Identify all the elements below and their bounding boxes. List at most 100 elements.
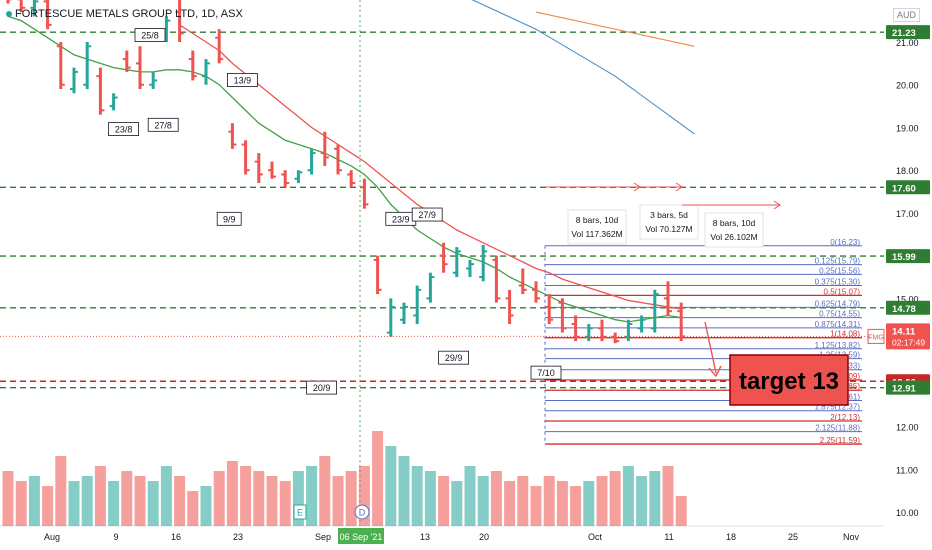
range-vol-text: Vol 117.362M [571,229,622,239]
candle[interactable] [334,144,342,175]
price-axis[interactable] [884,0,932,550]
candle[interactable] [664,281,672,316]
date-label: 9/9 [223,214,236,224]
dividend-marker-icon[interactable] [354,504,370,520]
range-bars-text: 8 bars, 10d [713,218,756,228]
range-annotation[interactable]: 8 bars, 10d Vol 117.362M [546,182,641,245]
candle[interactable] [466,259,474,277]
candle[interactable] [426,272,435,303]
candle[interactable] [545,294,554,324]
candle[interactable] [202,59,210,85]
range-annotation[interactable]: 8 bars, 10d Vol 26.102M [682,200,781,248]
fib-extension: 0(16.23) 0.125(15.79)0.25(15.56) 0.375(15.… [544,238,862,445]
date-label-box[interactable] [147,117,179,132]
candle[interactable] [70,67,78,94]
date-label-box[interactable] [306,380,338,395]
candle[interactable] [400,302,408,324]
ma-long-line[interactable] [444,0,695,135]
candle[interactable] [228,123,237,149]
price-label-box[interactable] [886,380,930,395]
candle[interactable] [43,0,52,30]
symbol-title[interactable]: FORTESCUE METALS GROUP LTD, 1D, ASX [6,8,243,20]
candle[interactable] [56,42,65,89]
candle[interactable] [215,29,224,64]
candle[interactable] [637,315,646,333]
fib-level-label: 0.5(15.07) [824,287,861,296]
candle[interactable] [149,71,158,89]
volume-bar [42,486,54,526]
fib-level-label: 1(14.08) [830,330,860,339]
date-label-box[interactable] [226,73,258,87]
date-label-box[interactable] [438,350,470,365]
candle[interactable] [17,0,26,13]
date-label-box[interactable] [530,365,562,380]
candle[interactable] [373,255,382,295]
price-label-box[interactable] [886,323,930,350]
volume-bar [622,466,634,526]
candle[interactable] [479,244,488,282]
range-vol-text: Vol 26.102M [710,232,757,242]
range-annotation[interactable]: 3 bars, 5d Vol 70.127M [639,182,699,240]
candle[interactable] [268,161,276,179]
y-tick-label: 11.00 [896,465,918,475]
candle[interactable] [413,285,422,324]
date-label: 23/8 [115,125,133,135]
candle[interactable] [109,93,118,111]
ma-short-line[interactable] [7,15,682,323]
date-label-box[interactable] [216,211,242,226]
ma-mid-line[interactable] [179,24,682,310]
candle[interactable] [347,170,356,188]
range-vol-text: Vol 70.127M [645,224,692,234]
price-label-box[interactable] [886,25,930,40]
candle[interactable] [30,0,39,17]
candle[interactable] [188,50,197,81]
target-annotation[interactable]: target 13 [729,354,849,406]
volume-bar [583,481,595,526]
candle[interactable] [281,170,290,188]
volume-bar [94,466,106,526]
volume-bar [477,476,489,526]
candle[interactable] [386,298,395,337]
earnings-marker-icon[interactable] [293,504,307,520]
candle[interactable] [241,140,250,175]
price-label-box[interactable] [886,300,930,315]
candle[interactable] [439,242,448,273]
candle[interactable] [650,289,659,333]
candle[interactable] [175,0,184,42]
candle[interactable] [320,131,329,166]
volume-bar [81,476,93,526]
candle[interactable] [122,50,131,72]
volume-bar [108,481,120,526]
candle[interactable] [307,148,316,175]
candle[interactable] [83,42,92,89]
price-axis-labels: 21.2317.6015.9914.78FMG14.1102:17:4913.0… [867,25,930,395]
candle[interactable] [492,255,501,303]
volume-bar [662,466,674,526]
candle[interactable] [360,178,369,209]
volume-bar [345,471,357,526]
volume-bar [174,476,186,526]
candle[interactable] [294,170,303,183]
candle[interactable] [254,153,263,183]
candle[interactable] [96,67,105,115]
candle[interactable] [4,0,12,4]
x-tick-labels: Aug 9 16 23 Sep 06 Sep '21 13 20 Oct 11 18 25 Nov [44,528,859,544]
x-tick-label: 11 [664,532,673,542]
candle[interactable] [518,268,527,295]
date-label-box[interactable] [108,122,139,136]
candle[interactable] [558,298,567,333]
ma-top-line-2[interactable] [535,11,695,47]
candle[interactable] [532,281,540,303]
price-label-box[interactable] [886,180,930,195]
volume-bar [543,476,555,526]
date-label-box[interactable] [411,207,443,222]
candle[interactable] [505,289,514,324]
price-label-box[interactable] [886,249,930,264]
candle[interactable] [452,247,461,277]
date-label-box[interactable] [134,28,166,42]
volume-bar [55,456,67,526]
candle[interactable] [136,46,144,89]
candle[interactable] [611,332,620,344]
candle[interactable] [584,324,593,342]
